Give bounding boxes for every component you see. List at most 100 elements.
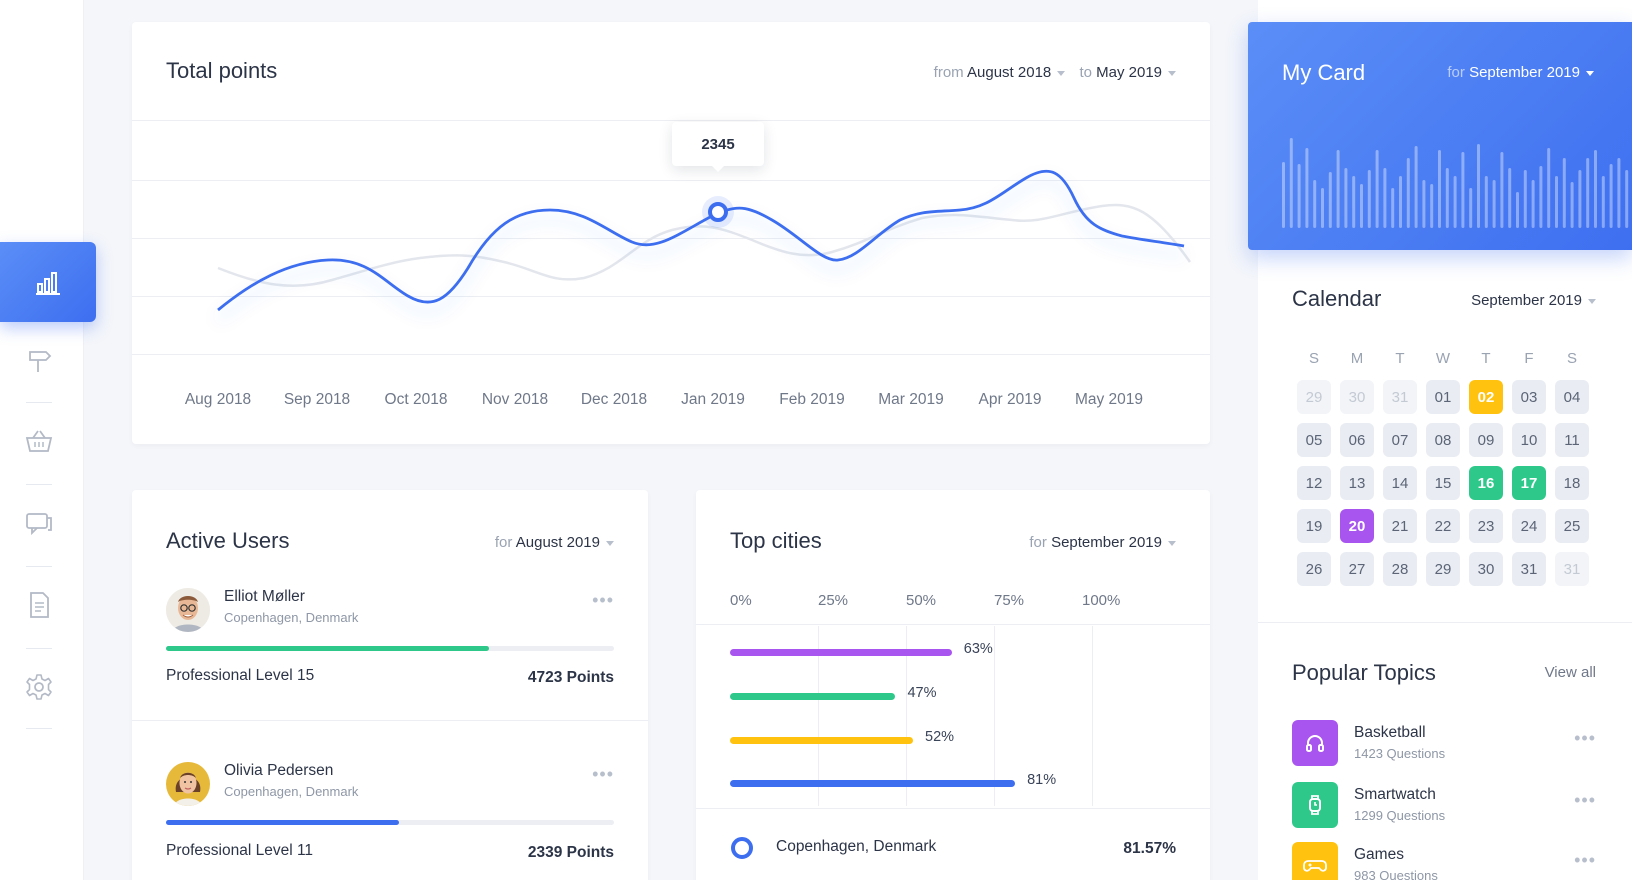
calendar-day[interactable]: 09 — [1469, 423, 1503, 457]
city-row[interactable]: Copenhagen, Denmark 81.57% — [696, 818, 1210, 878]
topic-icon-games — [1292, 842, 1338, 880]
calendar-day[interactable]: 26 — [1297, 552, 1331, 586]
weekday-label: F — [1524, 350, 1534, 367]
activity-bar — [1305, 148, 1309, 228]
top-cities-card: Top cities for September 2019 0% 25% 50%… — [696, 490, 1210, 880]
calendar-day[interactable]: 23 — [1469, 509, 1503, 543]
sidebar-item-stats[interactable] — [0, 242, 96, 322]
chevron-down-icon — [1168, 540, 1176, 546]
view-all-link[interactable]: View all — [1544, 664, 1596, 681]
calendar-day[interactable]: 14 — [1383, 466, 1417, 500]
headphones-icon — [1306, 735, 1324, 752]
popular-topics-title: Popular Topics — [1292, 660, 1436, 685]
sidebar-item-shop[interactable] — [22, 424, 56, 458]
sidebar-item-messages[interactable] — [22, 506, 56, 540]
calendar-day[interactable]: 12 — [1297, 466, 1331, 500]
avatar — [166, 762, 210, 806]
calendar-day[interactable]: 31 — [1555, 552, 1589, 586]
activity-bar — [1461, 152, 1465, 228]
calendar-day[interactable]: 25 — [1555, 509, 1589, 543]
calendar-day[interactable]: 10 — [1512, 423, 1546, 457]
calendar-day[interactable]: 01 — [1426, 380, 1460, 414]
sidebar-item-settings[interactable] — [22, 670, 56, 704]
tooltip-value: 2345 — [701, 135, 735, 153]
user-progress-fill — [166, 646, 489, 651]
calendar-day[interactable]: 02 — [1469, 380, 1503, 414]
city-bar-value: 52% — [925, 729, 955, 745]
city-percent: 81.57% — [1123, 840, 1176, 857]
top-cities-filter[interactable]: for September 2019 — [1029, 534, 1176, 551]
calendar-day[interactable]: 18 — [1555, 466, 1589, 500]
calendar-day[interactable]: 28 — [1383, 552, 1417, 586]
active-users-filter[interactable]: for August 2019 — [495, 534, 614, 551]
activity-bar — [1523, 170, 1527, 228]
calendar-day[interactable]: 13 — [1340, 466, 1374, 500]
x-tick-label: Nov 2018 — [481, 391, 549, 408]
my-card-activity-bars — [1282, 138, 1629, 228]
calendar-day[interactable]: 31 — [1512, 552, 1546, 586]
activity-bar — [1625, 170, 1629, 228]
calendar-day[interactable]: 20 — [1340, 509, 1374, 543]
to-select[interactable]: May 2019 — [1096, 64, 1176, 81]
chat-icon — [26, 513, 52, 536]
scale-label: 75% — [994, 592, 1025, 609]
more-options-icon[interactable]: ••• — [1574, 790, 1596, 810]
calendar-day[interactable]: 16 — [1469, 466, 1503, 500]
x-tick-label: May 2019 — [1074, 391, 1144, 408]
x-tick-label: Feb 2019 — [779, 391, 845, 408]
topic-questions: 1299 Questions — [1354, 808, 1446, 823]
more-options-icon[interactable]: ••• — [592, 764, 614, 784]
topic-name[interactable]: Games — [1354, 846, 1404, 863]
my-card-filter[interactable]: for September 2019 — [1447, 64, 1594, 81]
user-name: Elliot Møller — [224, 588, 305, 605]
calendar-day[interactable]: 29 — [1426, 552, 1460, 586]
calendar-day[interactable]: 17 — [1512, 466, 1546, 500]
scale-label: 25% — [818, 592, 849, 609]
topic-name[interactable]: Basketball — [1354, 724, 1426, 741]
gear-icon — [26, 674, 52, 700]
calendar-day[interactable]: 11 — [1555, 423, 1589, 457]
topic-icon-smartwatch — [1292, 782, 1338, 828]
calendar-day[interactable]: 29 — [1297, 380, 1331, 414]
activity-bar — [1539, 166, 1543, 228]
calendar-day[interactable]: 05 — [1297, 423, 1331, 457]
calendar-month-select[interactable]: September 2019 — [1471, 292, 1596, 309]
calendar-day[interactable]: 03 — [1512, 380, 1546, 414]
activity-bar — [1438, 150, 1441, 228]
top-cities-title: Top cities — [730, 528, 822, 553]
x-tick-label: Sep 2018 — [283, 391, 351, 408]
signpost-icon — [29, 351, 52, 372]
more-options-icon[interactable]: ••• — [1574, 850, 1596, 870]
calendar-day[interactable]: 22 — [1426, 509, 1460, 543]
month-value: September 2019 — [1469, 64, 1580, 81]
calendar-day[interactable]: 15 — [1426, 466, 1460, 500]
calendar-day[interactable]: 24 — [1512, 509, 1546, 543]
activity-bar — [1594, 150, 1597, 228]
more-options-icon[interactable]: ••• — [592, 590, 614, 610]
calendar-day[interactable]: 04 — [1555, 380, 1589, 414]
city-bar — [730, 780, 1016, 787]
date-range-filter: from August 2018 to May 2019 — [934, 64, 1176, 81]
from-select[interactable]: August 2018 — [967, 64, 1066, 81]
calendar-day[interactable]: 27 — [1340, 552, 1374, 586]
total-points-title: Total points — [166, 58, 278, 83]
user-points: 2339 Points — [527, 844, 614, 861]
highlight-point — [708, 202, 728, 222]
activity-bar — [1406, 158, 1410, 228]
avatar — [166, 588, 210, 632]
calendar-day[interactable]: 19 — [1297, 509, 1331, 543]
sidebar-item-documents[interactable] — [22, 588, 56, 622]
calendar-day[interactable]: 30 — [1340, 380, 1374, 414]
sidebar-item-signpost[interactable] — [22, 344, 56, 378]
topic-name[interactable]: Smartwatch — [1354, 786, 1436, 803]
more-options-icon[interactable]: ••• — [1574, 728, 1596, 748]
calendar-day[interactable]: 30 — [1469, 552, 1503, 586]
calendar-day[interactable]: 07 — [1383, 423, 1417, 457]
calendar-day[interactable]: 08 — [1426, 423, 1460, 457]
calendar-day[interactable]: 06 — [1340, 423, 1374, 457]
calendar-day[interactable]: 31 — [1383, 380, 1417, 414]
month-value: August 2019 — [515, 534, 600, 551]
calendar-day[interactable]: 21 — [1383, 509, 1417, 543]
activity-bar — [1336, 150, 1340, 228]
calendar-month: September 2019 — [1471, 292, 1582, 309]
